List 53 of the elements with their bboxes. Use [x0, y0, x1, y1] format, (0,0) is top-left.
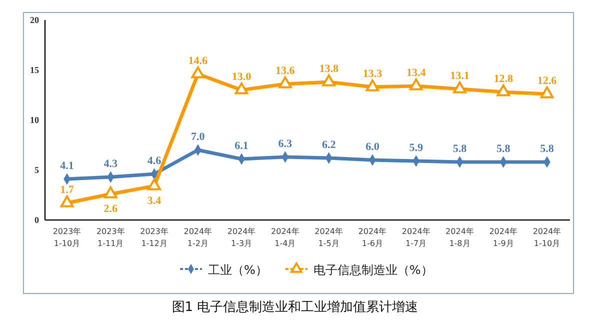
text: 图1 电子信息制造业和工业增加值累计增速	[172, 300, 418, 315]
data-label: 3.4	[147, 195, 162, 207]
legend-label: 电子信息制造业（%）	[313, 263, 433, 277]
data-label: 6.0	[366, 141, 380, 153]
data-label: 13.1	[450, 70, 470, 82]
data-label: 4.3	[104, 158, 118, 170]
x-tick-label: 2024年 1-8月	[446, 227, 474, 248]
point	[234, 82, 248, 94]
data-label: 2.6	[104, 203, 118, 215]
data-label: 5.9	[409, 142, 424, 154]
y-tick-label: 0	[34, 214, 40, 225]
y-tick-label: 20	[30, 14, 40, 25]
point	[366, 79, 380, 92]
data-label: 12.6	[537, 75, 558, 87]
data-label: 6.3	[278, 138, 293, 150]
x-tick-label: 2024年 1-4月	[271, 227, 300, 248]
y-tick-label: 10	[30, 114, 40, 125]
x-tick-label: 2024年 1-3月	[227, 227, 256, 248]
point	[453, 81, 466, 94]
data-label: 6.2	[322, 139, 336, 151]
point	[278, 76, 292, 88]
point	[409, 78, 423, 90]
x-tick-label: 2023年 1-10月	[52, 227, 82, 248]
data-label: 13.6	[276, 65, 296, 77]
data-label: 13.4	[406, 67, 426, 79]
point	[322, 74, 336, 86]
data-label: 4.1	[60, 160, 74, 172]
data-label: 12.8	[494, 73, 514, 85]
data-label: 5.8	[496, 143, 511, 155]
data-label: 4.6	[147, 155, 162, 167]
legend-label: 工业（%）	[208, 263, 268, 277]
data-label: 14.6	[188, 55, 208, 67]
data-label: 1.7	[60, 184, 74, 196]
point	[540, 86, 554, 98]
x-tick-label: 2024年 1-7月	[402, 227, 430, 248]
x-tick-label: 2023年 1-11月	[96, 227, 125, 248]
data-label: 13.3	[362, 68, 383, 80]
data-label: 5.8	[540, 143, 554, 155]
data-label: 13.0	[232, 71, 252, 83]
y-tick-label: 5	[34, 164, 40, 175]
x-tick-label: 2024年 1-5月	[314, 227, 343, 248]
data-label: 13.8	[319, 63, 339, 75]
x-tick-label: 2024年 1-10月	[532, 227, 562, 248]
data-label: 5.8	[452, 143, 468, 155]
y-tick-label: 15	[30, 64, 40, 75]
point	[191, 66, 205, 78]
point	[496, 84, 510, 96]
data-label: 7.0	[191, 131, 206, 143]
data-label: 6.1	[234, 140, 248, 152]
x-tick-label: 2024年 1-2月	[184, 227, 212, 248]
x-tick-label: 2024年 1-9月	[489, 227, 518, 248]
x-tick-label: 2024年 1-6月	[358, 227, 387, 248]
x-tick-label: 2023年 1-12月	[140, 227, 168, 248]
